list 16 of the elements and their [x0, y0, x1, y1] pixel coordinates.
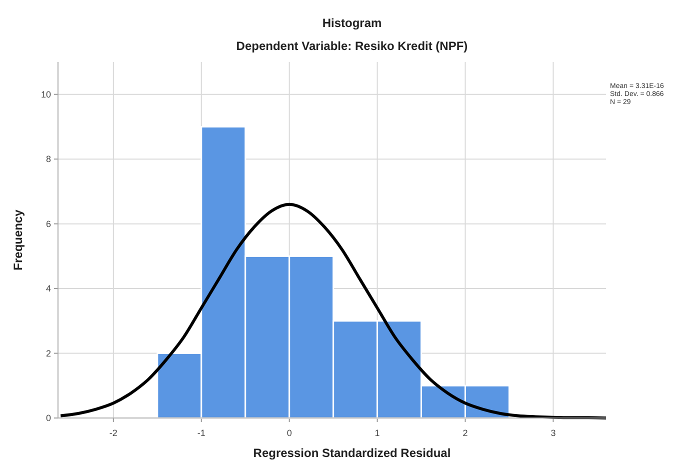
- chart-subtitle: Dependent Variable: Resiko Kredit (NPF): [236, 39, 468, 53]
- y-tick-label: 6: [46, 218, 51, 229]
- x-tick-label: 0: [286, 428, 292, 438]
- y-tick-label: 0: [46, 413, 51, 423]
- x-tick-label: 1: [374, 428, 380, 438]
- x-tick-label: 3: [550, 428, 556, 438]
- y-tick-label: 8: [46, 154, 51, 164]
- x-tick-label: -2: [109, 428, 118, 438]
- y-tick-label: 2: [46, 348, 51, 358]
- chart-title: Histogram: [322, 16, 382, 30]
- y-axis-title: Frequency: [11, 209, 25, 270]
- x-axis-title: Regression Standardized Residual: [253, 446, 451, 460]
- y-tick-label: 10: [40, 89, 51, 100]
- x-tick-label: 2: [462, 428, 468, 438]
- x-tick-label: -1: [197, 428, 206, 438]
- y-tick-label: 4: [46, 284, 51, 294]
